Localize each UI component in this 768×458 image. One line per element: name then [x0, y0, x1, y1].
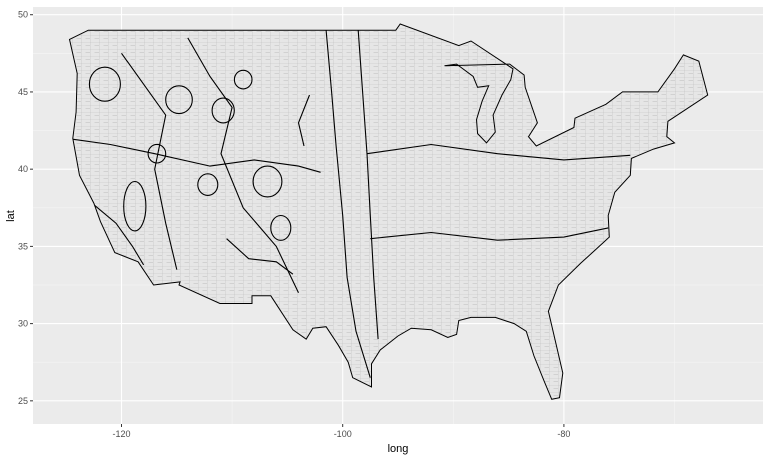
region-boundary-line	[370, 227, 609, 241]
region-boundary-line	[121, 52, 178, 270]
x-axis: -120 -100 -80	[112, 424, 570, 439]
region-boundary-line	[187, 37, 299, 293]
region-boundary-line	[357, 30, 379, 340]
x-tick-label: -80	[557, 429, 570, 439]
highland-region	[211, 97, 235, 124]
y-axis: 25 30 35 40 45 50	[18, 10, 33, 406]
highland-region	[165, 85, 193, 115]
region-boundaries	[69, 30, 631, 378]
x-tick-label: -120	[112, 429, 130, 439]
highland-region	[88, 66, 121, 102]
y-tick-label: 45	[18, 87, 28, 97]
y-axis-title: lat	[5, 210, 17, 222]
y-tick-label: 25	[18, 396, 28, 406]
x-tick-label: -100	[334, 429, 352, 439]
region-boundary-line	[366, 143, 631, 161]
region-boundary-line	[325, 30, 371, 378]
highland-region	[252, 165, 283, 198]
y-tick-label: 30	[18, 319, 28, 329]
region-boundary-line	[226, 238, 294, 275]
x-axis-title: long	[388, 443, 409, 455]
region-boundary-line	[87, 199, 145, 266]
us-outline	[68, 23, 709, 400]
highland-region	[123, 180, 147, 232]
highland-region	[270, 214, 292, 241]
y-tick-label: 50	[18, 10, 28, 20]
region-boundary-line	[69, 137, 321, 173]
highland-region	[147, 143, 167, 164]
region-boundary-line	[297, 94, 311, 147]
highland-region	[197, 173, 219, 196]
highland-region	[233, 69, 253, 90]
y-tick-label: 35	[18, 241, 28, 251]
y-tick-label: 40	[18, 164, 28, 174]
